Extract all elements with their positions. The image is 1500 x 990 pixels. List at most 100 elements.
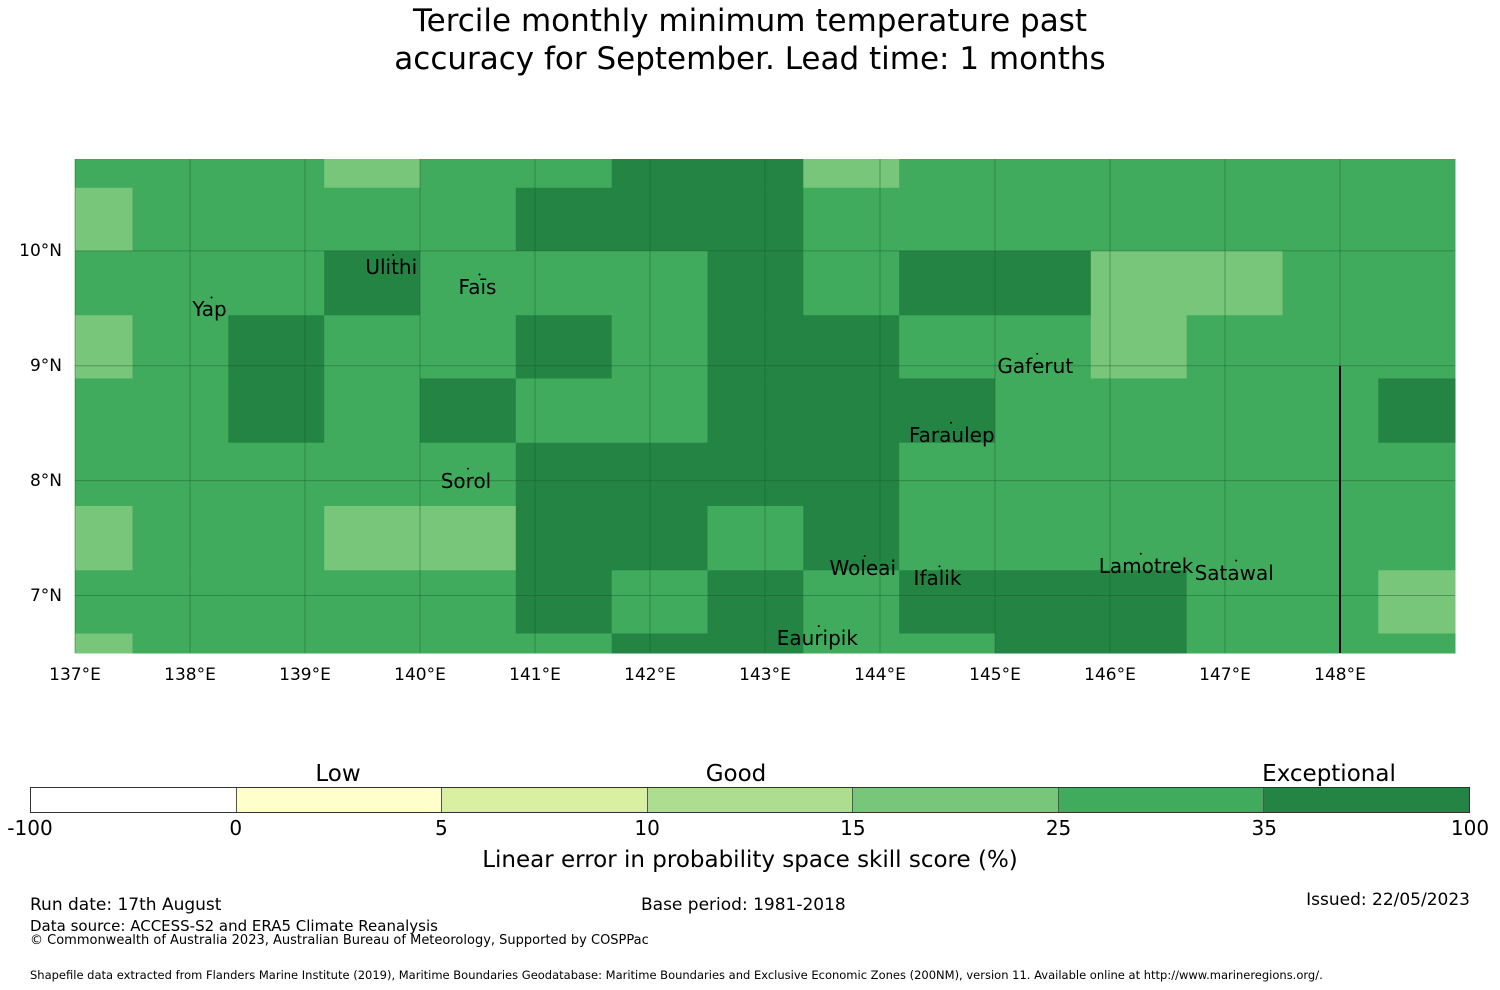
- grid-cell: [1186, 250, 1283, 316]
- grid-cell: [420, 187, 517, 252]
- grid-cell: [1186, 378, 1283, 444]
- shapefile-credit: Shapefile data extracted from Flanders M…: [30, 968, 1323, 982]
- grid-cell: [1378, 250, 1456, 316]
- grid-cell: [803, 442, 900, 507]
- grid-cell: [1282, 570, 1379, 634]
- grid-cell: [228, 505, 325, 571]
- colorbar: [30, 787, 1470, 813]
- grid-cell: [324, 378, 421, 444]
- grid-cell: [228, 633, 325, 654]
- island-marker: [950, 421, 952, 424]
- grid-cell: [132, 442, 229, 507]
- latitude-tick-label: 9°N: [29, 355, 62, 376]
- island-marker: [938, 565, 941, 568]
- grid-cell: [1090, 159, 1188, 189]
- grid-cell: [420, 315, 517, 379]
- place-label: Yap: [192, 297, 227, 322]
- issued-date: Issued: 22/05/2023: [1306, 890, 1470, 910]
- grid-cell: [1090, 378, 1188, 444]
- longitude-tick-label: 142°E: [624, 665, 676, 685]
- grid-cell: [420, 442, 517, 507]
- place-label: Faraulep: [909, 422, 995, 447]
- grid-cell: [707, 442, 804, 507]
- grid-cell: [899, 159, 996, 189]
- grid-cell: [420, 250, 517, 316]
- grid-cell: [1186, 315, 1283, 379]
- colorbar-tick-label: 25: [1045, 816, 1072, 840]
- grid-cell: [1090, 442, 1188, 507]
- grid-cell: [899, 250, 996, 316]
- longitude-tick-label: 145°E: [969, 665, 1021, 685]
- grid-cell: [1186, 187, 1283, 252]
- colorbar-tick-label: 15: [840, 816, 866, 840]
- grid-cell: [1282, 378, 1379, 444]
- grid-cell: [803, 187, 900, 252]
- grid-cell: [899, 315, 996, 379]
- grid-cell: [324, 315, 421, 379]
- grid-cell: [1090, 187, 1188, 252]
- grid-cell: [995, 250, 1092, 316]
- grid-cell: [995, 570, 1092, 634]
- grid-cell: [707, 315, 804, 379]
- colorbar-tick-label: 10: [634, 816, 660, 840]
- island-marker: [1036, 352, 1039, 355]
- grid-cell: [132, 378, 229, 444]
- grid-cell: [1282, 315, 1379, 379]
- grid-cell: [1186, 633, 1283, 654]
- run-date: Run date: 17th August: [30, 895, 222, 915]
- grid-cell: [1282, 505, 1379, 571]
- grid-cell: [324, 187, 421, 252]
- grid-cell: [75, 250, 133, 316]
- grid-cell: [611, 159, 708, 189]
- colorbar-segment: [31, 788, 237, 812]
- grid-cell: [1378, 505, 1456, 571]
- colorbar-segment: [1264, 788, 1470, 812]
- grid-cell: [75, 442, 133, 507]
- colorbar-tick-label: 100: [1450, 816, 1490, 840]
- grid-cell: [707, 570, 804, 634]
- grid-cell: [803, 378, 900, 444]
- grid-cell: [324, 442, 421, 507]
- grid-cell: [611, 378, 708, 444]
- place-label: Satawal: [1194, 560, 1274, 585]
- grid-cell: [420, 570, 517, 634]
- grid-cell: [1186, 159, 1283, 189]
- grid-cell: [707, 187, 804, 252]
- island-marker: [863, 554, 866, 557]
- grid-cell: [1282, 187, 1379, 252]
- grid-cell: [324, 159, 421, 189]
- latitude-tick-label: 7°N: [29, 585, 62, 606]
- grid-cell: [1186, 442, 1283, 507]
- grid-cell: [515, 378, 613, 444]
- colorbar-segment: [647, 788, 854, 812]
- grid-cell: [899, 570, 996, 634]
- latitude-tick-label: 8°N: [29, 470, 62, 491]
- place-label: Ifalik: [913, 566, 962, 591]
- grid-cell: [995, 633, 1092, 654]
- grid-cell: [899, 633, 996, 654]
- grid-cell: [611, 633, 708, 654]
- grid-cell: [1282, 442, 1379, 507]
- skill-score-map: [74, 159, 1456, 654]
- grid-cell: [228, 570, 325, 634]
- grid-cell: [1186, 570, 1283, 634]
- grid-cell: [803, 159, 900, 189]
- grid-cell: [803, 250, 900, 316]
- grid-cell: [324, 250, 421, 316]
- grid-cell: [515, 250, 613, 316]
- grid-cell: [995, 159, 1092, 189]
- grid-cell: [75, 378, 133, 444]
- colorbar-category-good: Good: [705, 761, 767, 787]
- island-marker: [478, 273, 481, 276]
- grid-cell: [132, 505, 229, 571]
- colorbar-tick-label: 0: [229, 816, 243, 840]
- grid-cell: [420, 633, 517, 654]
- longitude-tick-label: 143°E: [739, 665, 791, 685]
- island-marker: [392, 253, 395, 256]
- grid-cell: [420, 159, 517, 189]
- grid-cell: [420, 378, 517, 444]
- grid-cell: [1378, 159, 1456, 189]
- grid-cell: [515, 159, 613, 189]
- colorbar-tick-label: -100: [7, 816, 53, 840]
- colorbar-segment: [1058, 788, 1265, 812]
